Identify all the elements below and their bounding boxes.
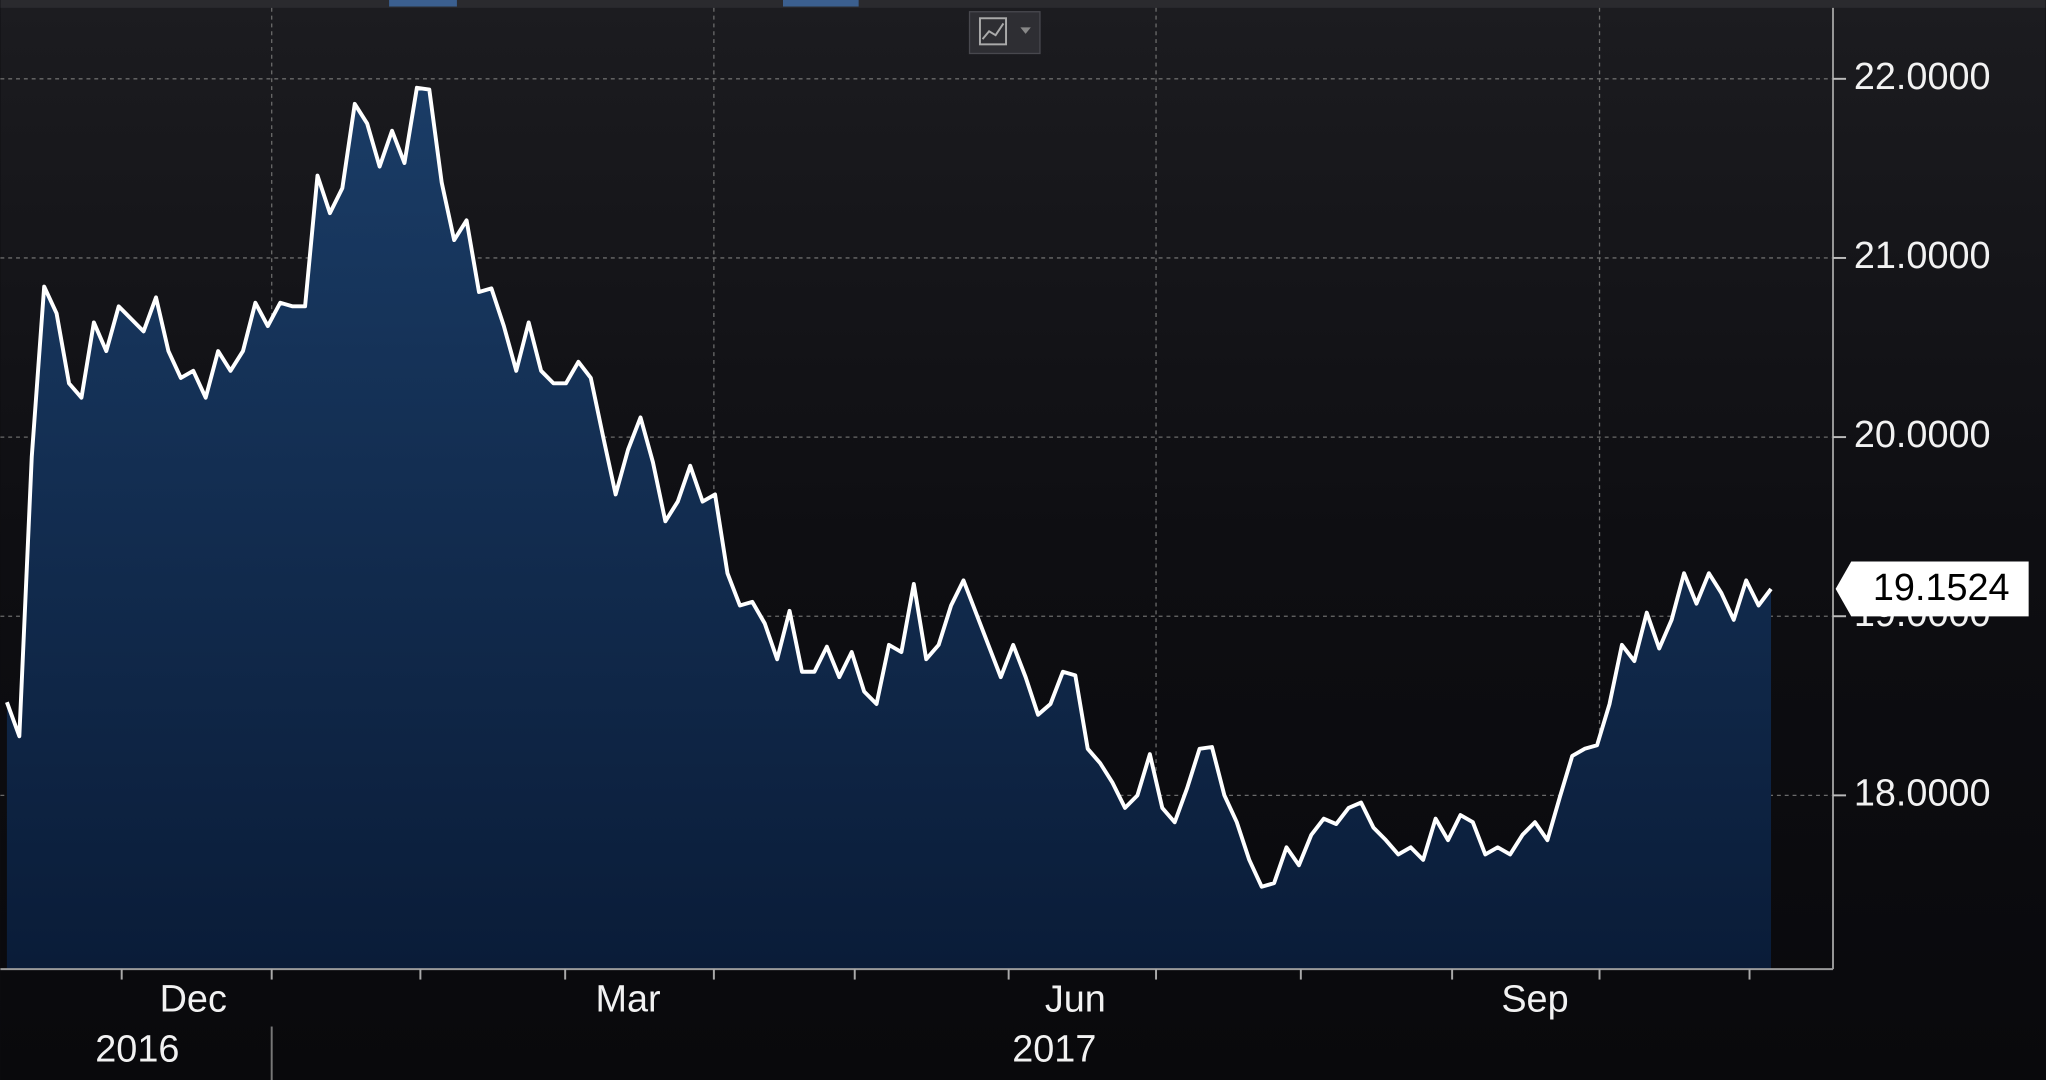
dropdown-arrow <box>1020 27 1031 34</box>
x-tick-label: Sep <box>1501 979 1568 1021</box>
last-value-box <box>1835 561 2029 617</box>
button-icon <box>978 17 1008 46</box>
toolbar-strip <box>0 0 2046 8</box>
x-tick-label: Jun <box>1045 979 1106 1021</box>
y-tick-label: 22.0000 <box>1854 56 1991 98</box>
button-icon <box>981 22 1005 40</box>
year-label: 2016 <box>95 1028 179 1070</box>
y-tick-label: 20.0000 <box>1854 414 1991 456</box>
area <box>6 87 1772 970</box>
x-tick-label: Mar <box>596 979 661 1021</box>
last-value-label: 19.1524 <box>1873 567 2010 609</box>
toolbar-tab[interactable] <box>783 0 859 7</box>
toolbar-tab[interactable] <box>389 0 457 7</box>
plot <box>0 7 1833 970</box>
y-tick-label: 21.0000 <box>1854 235 1991 277</box>
line <box>5 85 1773 889</box>
chart-type-button[interactable] <box>968 11 1041 55</box>
y-tick-label: 18.0000 <box>1854 772 1991 814</box>
year-label: 2017 <box>1012 1028 1096 1070</box>
x-tick-label: Dec <box>160 979 227 1021</box>
